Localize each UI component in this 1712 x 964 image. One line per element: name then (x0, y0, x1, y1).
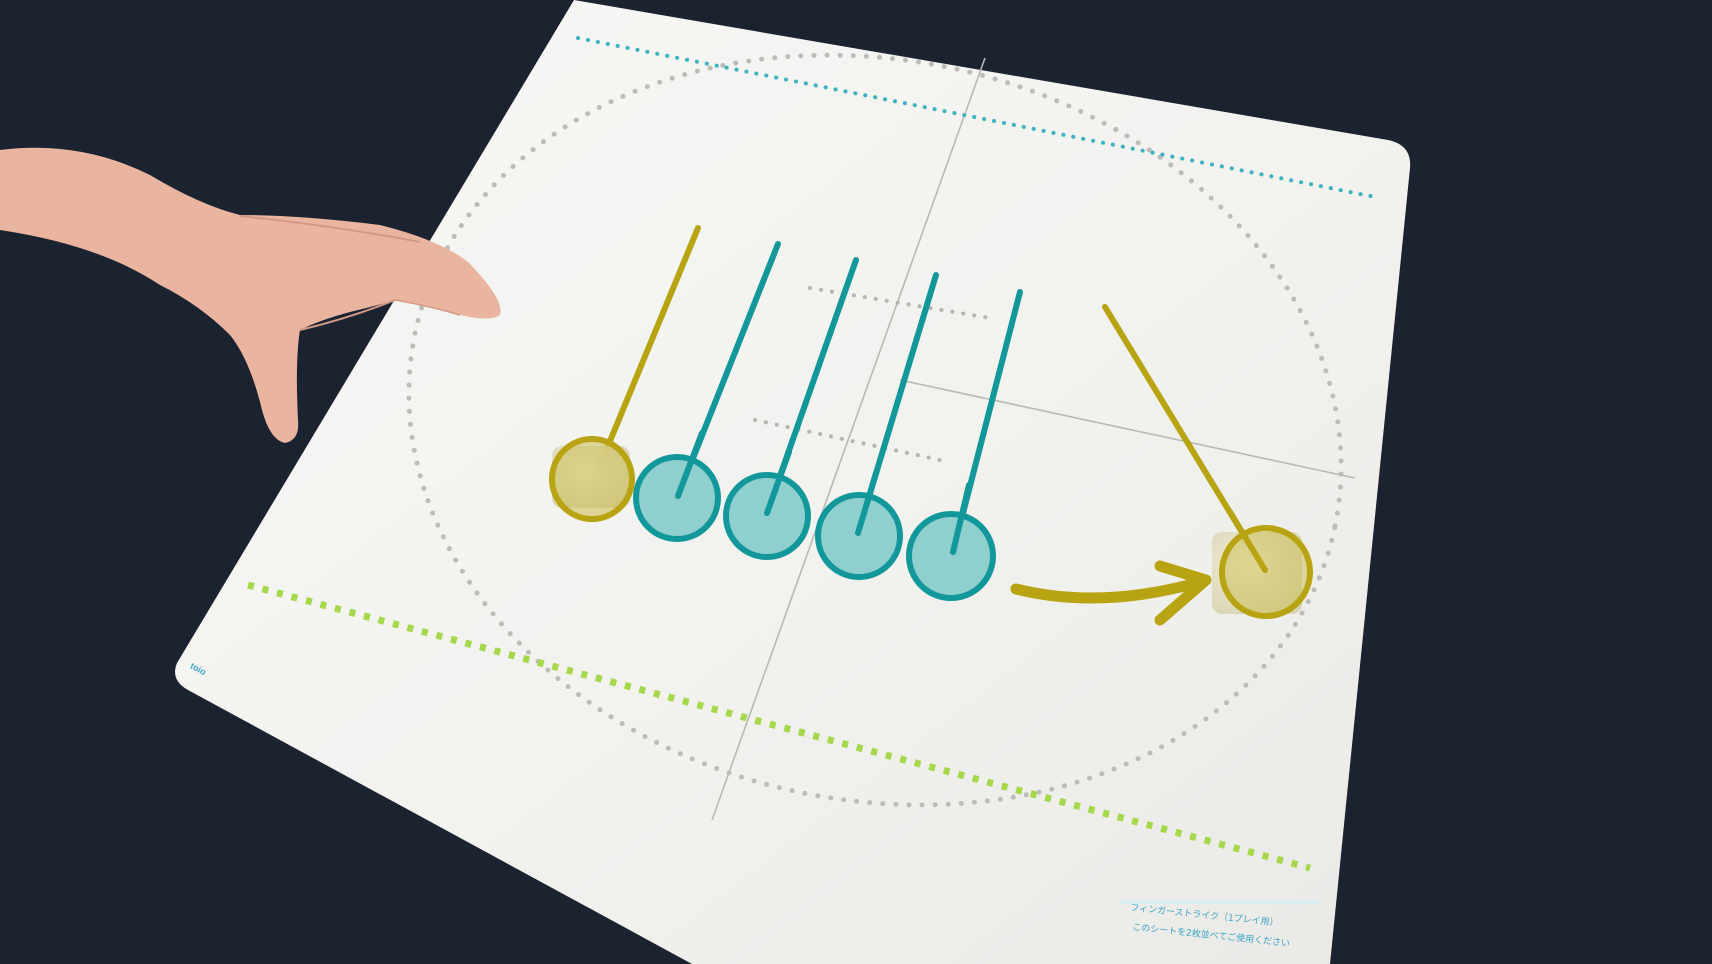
pendulum-string-gold-left (593, 225, 701, 478)
hand (0, 147, 501, 443)
green-triangle-line (247, 581, 1311, 872)
gray-dotted-mark (753, 418, 942, 462)
mat-seam-vertical (711, 57, 986, 821)
pendulum-ball-gold-left (549, 436, 635, 522)
pendulum-ball-teal (906, 511, 996, 601)
dotted-circle (406, 52, 1344, 808)
pendulum-overlay (549, 225, 1313, 626)
pendulum-ball-teal (815, 492, 903, 580)
mat-seam-horizontal (899, 379, 1356, 479)
motion-arrow (1010, 576, 1206, 604)
arrow-head-icon (1154, 560, 1212, 626)
